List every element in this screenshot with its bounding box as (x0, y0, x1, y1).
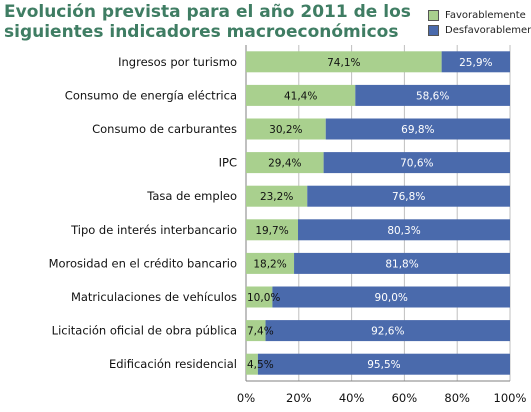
legend-item-desfavorable: Desfavorablemente (428, 23, 531, 38)
x-tick-label: 0% (237, 391, 255, 405)
data-label-desfavorable: 90,0% (375, 292, 408, 304)
category-label: Tasa de empleo (146, 189, 237, 203)
data-label-favorable: 7,4% (247, 326, 274, 338)
category-label: Matriculaciones de vehículos (71, 290, 237, 304)
data-label-desfavorable: 95,5% (367, 359, 400, 371)
x-tick-label: 60% (392, 391, 418, 405)
data-label-favorable: 29,4% (268, 158, 301, 170)
data-label-desfavorable: 80,3% (387, 225, 420, 237)
bar-desfavorable (265, 320, 510, 342)
data-label-favorable: 74,1% (327, 57, 360, 69)
legend-item-favorable: Favorablemente (428, 8, 531, 23)
data-label-desfavorable: 69,8% (401, 124, 434, 136)
data-label-desfavorable: 58,6% (416, 90, 449, 102)
bar-favorable (246, 152, 324, 174)
category-label: Morosidad en el crédito bancario (49, 256, 237, 270)
category-label: Licitación oficial de obra pública (52, 324, 237, 338)
data-label-desfavorable: 92,6% (371, 326, 404, 338)
bar-favorable (246, 51, 442, 73)
bar-desfavorable (323, 152, 510, 174)
bar-favorable (246, 252, 295, 274)
category-label: IPC (219, 156, 237, 170)
bar-favorable (246, 84, 356, 106)
legend: Favorablemente Desfavorablemente (428, 8, 531, 38)
x-tick-label: 40% (339, 391, 365, 405)
bar-desfavorable (272, 286, 510, 308)
data-label-favorable: 19,7% (255, 225, 288, 237)
bar-desfavorable (294, 252, 510, 274)
category-label: Ingresos por turismo (118, 55, 237, 69)
bar-favorable (246, 320, 266, 342)
bar-desfavorable (325, 118, 510, 140)
bar-desfavorable (355, 84, 510, 106)
x-tick-label: 20% (286, 391, 312, 405)
category-label: Consumo de energía eléctrica (65, 88, 237, 102)
bar-favorable (246, 286, 273, 308)
legend-swatch-favorable (428, 10, 439, 21)
bar-favorable (246, 185, 308, 207)
data-label-favorable: 23,2% (260, 191, 293, 203)
bar-desfavorable (441, 51, 510, 73)
bar-favorable (246, 353, 258, 375)
bar-desfavorable (307, 185, 510, 207)
category-label: Edificación residencial (109, 357, 237, 371)
x-tick-label: 100% (494, 391, 527, 405)
chart-title: Evolución prevista para el año 2011 de l… (4, 2, 411, 42)
data-label-favorable: 10,0% (247, 292, 280, 304)
x-tick-label: 80% (444, 391, 470, 405)
legend-label-favorable: Favorablemente (445, 10, 526, 21)
category-label: Tipo de interés interbancario (70, 223, 237, 237)
bar-desfavorable (257, 353, 510, 375)
legend-swatch-desfavorable (428, 25, 439, 36)
data-label-favorable: 30,2% (269, 124, 302, 136)
data-label-favorable: 18,2% (253, 258, 286, 270)
data-label-desfavorable: 70,6% (400, 158, 433, 170)
category-label: Consumo de carburantes (92, 122, 237, 136)
data-label-favorable: 4,5% (247, 359, 274, 371)
bar-favorable (246, 118, 326, 140)
data-label-desfavorable: 25,9% (459, 57, 492, 69)
data-label-desfavorable: 76,8% (392, 191, 425, 203)
data-label-favorable: 41,4% (284, 90, 317, 102)
bar-favorable (246, 219, 299, 241)
bar-desfavorable (298, 219, 510, 241)
data-label-desfavorable: 81,8% (385, 258, 418, 270)
legend-label-desfavorable: Desfavorablemente (445, 25, 531, 36)
